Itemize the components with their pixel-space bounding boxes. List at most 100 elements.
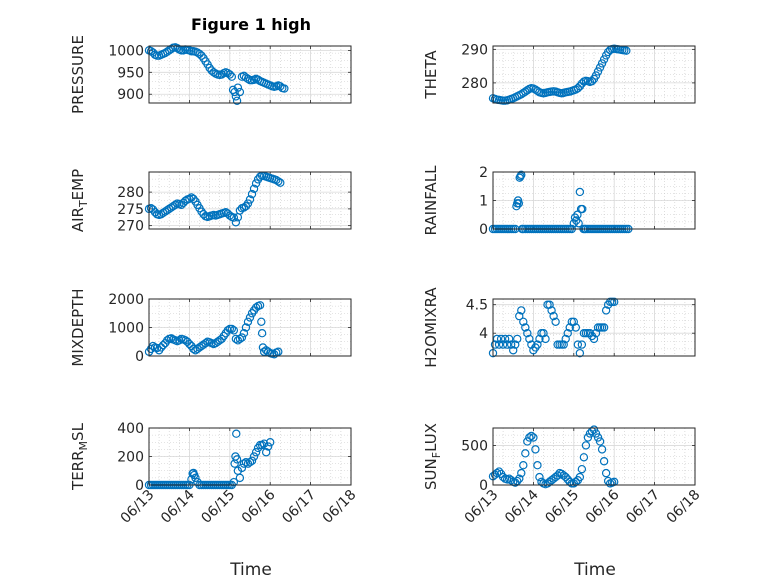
data-point	[511, 340, 520, 349]
data-point	[259, 347, 269, 356]
data-point	[233, 83, 243, 92]
data-point	[595, 437, 605, 446]
y-tick-label: 4.5	[466, 298, 488, 314]
data-point	[276, 178, 285, 187]
y-axis-label: H2OMIXRA	[422, 287, 440, 368]
data-point	[251, 303, 261, 312]
y-axis-label-part: TERR	[69, 450, 87, 491]
data-point	[171, 200, 180, 210]
data-point	[229, 326, 239, 335]
data-point	[504, 334, 514, 344]
y-tick-label: 200	[117, 450, 144, 466]
data-point	[235, 473, 245, 483]
y-axis-label-part: MIXDEPTH	[69, 288, 87, 366]
y-axis-label-part: SL	[69, 422, 87, 441]
data-point	[241, 201, 251, 211]
data-point	[601, 306, 611, 315]
data-point	[525, 433, 534, 442]
figure-title: Figure 1 high	[191, 15, 311, 34]
subplot-6: 4 4.5 H2OMIXRA	[422, 287, 696, 368]
data-point	[227, 324, 237, 334]
data-point	[243, 74, 253, 84]
data-point	[545, 300, 554, 309]
data-point	[274, 347, 283, 356]
data-point	[573, 340, 583, 349]
data-point	[167, 44, 176, 54]
data-point	[245, 195, 255, 204]
x-axis-label-left: Time	[229, 560, 272, 580]
data-point	[249, 452, 259, 461]
data-point	[257, 317, 266, 326]
data-point	[515, 311, 524, 321]
data-point	[237, 333, 247, 342]
y-tick-label: 1000	[108, 321, 144, 337]
data-point	[587, 77, 597, 86]
data-point	[243, 317, 253, 326]
y-tick-label: 900	[117, 87, 144, 103]
data-point	[197, 51, 206, 60]
data-point	[189, 344, 198, 354]
data-point	[274, 177, 283, 186]
data-point	[223, 326, 232, 335]
data-point	[561, 472, 570, 482]
data-point	[577, 340, 587, 349]
y-axis-label-part: H2OMIXRA	[422, 287, 440, 368]
y-axis-label-part: AIR	[69, 207, 87, 232]
data-point	[535, 334, 544, 344]
data-point	[547, 306, 556, 315]
data-point	[523, 329, 532, 338]
y-axis-label: SUNFLUX	[422, 423, 443, 490]
data-point	[581, 441, 591, 450]
data-point	[599, 323, 609, 332]
y-axis-label: TERRMSL	[69, 422, 90, 491]
data-point	[515, 474, 524, 483]
data-point	[247, 189, 257, 199]
data-point	[502, 340, 512, 349]
data-point	[257, 329, 267, 338]
data-point	[583, 433, 593, 442]
y-axis-label-part: T	[77, 200, 90, 208]
data-point	[232, 429, 241, 438]
data-point	[561, 334, 570, 344]
data-point	[251, 448, 261, 457]
data-point	[249, 184, 259, 193]
data-point	[575, 187, 585, 197]
data-point	[575, 348, 585, 358]
data-point	[229, 213, 239, 222]
y-axis-label: AIRTEMP	[69, 169, 90, 232]
data-point	[231, 218, 241, 227]
data-point	[175, 336, 184, 345]
data-point	[521, 449, 530, 458]
data-point	[189, 194, 198, 204]
data-point	[549, 311, 558, 321]
data-point	[551, 317, 560, 326]
y-axis-label: MIXDEPTH	[69, 288, 87, 366]
data-point	[523, 86, 532, 95]
data-point	[601, 468, 611, 478]
x-axis-label-right: Time	[573, 560, 616, 580]
y-tick-label: 0	[135, 478, 144, 494]
data-point	[599, 55, 609, 64]
data-point	[509, 346, 518, 355]
y-tick-label: 500	[461, 438, 488, 454]
data-point	[595, 63, 605, 72]
y-axis-label: RAINFALL	[422, 165, 440, 236]
data-point	[571, 323, 581, 332]
y-tick-label: 280	[461, 76, 488, 92]
data-point	[232, 455, 242, 464]
data-point	[578, 204, 587, 214]
axes-frame	[148, 298, 352, 357]
y-tick-label: 2000	[108, 292, 144, 308]
y-axis-label-part: THETA	[422, 50, 440, 100]
data-point	[266, 438, 275, 447]
data-point	[231, 334, 241, 344]
y-axis-label-part: EMP	[69, 169, 87, 200]
data-point	[575, 472, 585, 482]
data-series	[144, 301, 283, 359]
data-point	[574, 219, 583, 228]
data-point	[593, 433, 603, 442]
data-point	[201, 338, 210, 348]
subplot-2: 280 290 THETA	[422, 42, 696, 105]
y-axis-label: PRESSURE	[69, 35, 87, 114]
